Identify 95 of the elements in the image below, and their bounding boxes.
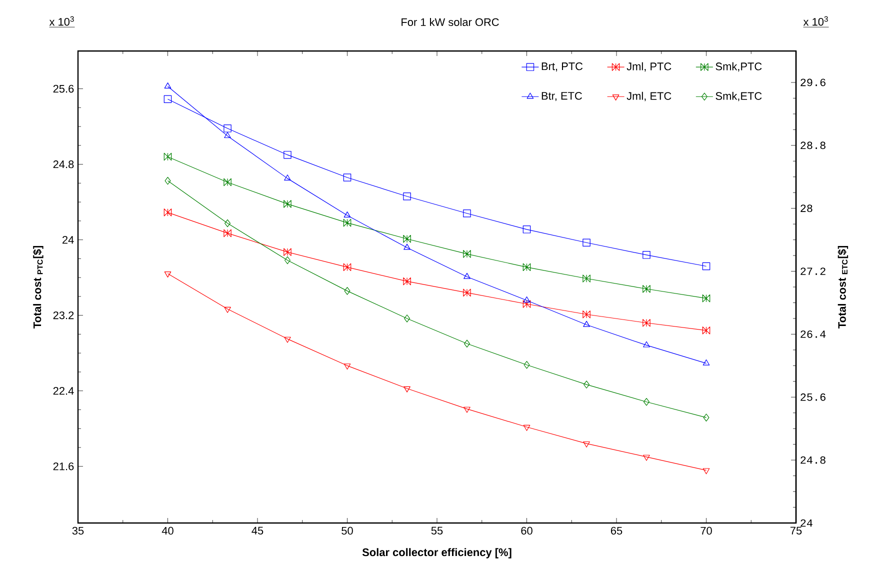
point (642, 251, 650, 259)
point (642, 285, 650, 293)
text: x 10$^{3}$ (803, 16, 828, 26)
legend-label: Smk,ETC (716, 92, 762, 102)
legend-label: Jml, PTC (626, 62, 672, 72)
point (404, 386, 410, 392)
point (702, 326, 710, 334)
y2-tick-label: 24 (800, 519, 812, 527)
legend-label: Jml, ETC (626, 92, 672, 102)
point (224, 124, 232, 132)
point (164, 176, 171, 185)
point (703, 414, 710, 422)
point (463, 250, 471, 258)
point (582, 310, 590, 318)
point (344, 364, 351, 370)
point (642, 318, 650, 327)
x-tick-label: 75 (790, 526, 802, 534)
point (582, 274, 590, 282)
point (643, 398, 650, 406)
y-tick-label: 23.2 (53, 311, 74, 320)
x-tick-label: 70 (700, 526, 712, 535)
point (284, 336, 291, 343)
text: x 10$^{3}$ (49, 16, 74, 26)
y-tick-label: 21.6 (53, 462, 74, 470)
point (702, 359, 710, 366)
y-tick-label: 24.8 (53, 160, 74, 168)
point (643, 341, 650, 348)
point (344, 287, 350, 295)
x-tick-label: 65 (610, 526, 622, 535)
point (344, 212, 351, 218)
x-tick-label: 60 (521, 526, 532, 535)
point (522, 226, 531, 234)
point (284, 174, 291, 181)
x-axis-title: Solar collector efficiency [%] (362, 548, 512, 558)
point (343, 174, 352, 182)
point (524, 360, 530, 369)
y2-tick-label: 24.8 (800, 456, 826, 464)
chart-title: For 1 kW solar ORC (402, 18, 499, 26)
point (583, 441, 590, 448)
x-tick-label: 40 (162, 526, 174, 535)
point (224, 132, 231, 138)
point (284, 150, 292, 159)
point (702, 294, 710, 302)
point (284, 248, 292, 256)
point (164, 272, 172, 278)
point (404, 314, 410, 322)
point (164, 82, 172, 88)
x-tick-label: 55 (431, 526, 443, 534)
y2-tick-label: 28.8 (800, 142, 826, 150)
legend-label: Brt, PTC (542, 62, 583, 72)
point (403, 234, 411, 243)
point (643, 454, 650, 461)
point (404, 244, 410, 250)
y2-tick-label: 26.4 (800, 330, 826, 338)
point (224, 306, 231, 313)
point (522, 263, 531, 272)
point (403, 277, 411, 286)
x-tick-label: 45 (252, 526, 264, 534)
legend-label: Btr, ETC (542, 92, 582, 102)
y2-tick-label: 27.2 (800, 268, 826, 275)
point (403, 192, 411, 200)
y-tick-label: 22.4 (53, 387, 74, 395)
point (702, 262, 710, 270)
point (463, 288, 471, 297)
point (463, 209, 471, 218)
point (523, 296, 530, 302)
point (582, 238, 590, 247)
point (464, 340, 470, 348)
point (464, 406, 470, 413)
y2-tick-label: 28 (800, 204, 812, 212)
point (284, 256, 290, 264)
point (164, 208, 172, 216)
point (224, 178, 232, 186)
y2-tick-label: 29.6 (800, 78, 826, 86)
point (522, 300, 531, 308)
point (343, 218, 352, 227)
y2-axis-title: Total cost $_{ETC}$[$] (838, 246, 848, 328)
x-tick-label: 50 (342, 526, 353, 535)
point (583, 320, 590, 327)
point (284, 200, 292, 208)
legend-label: Smk,PTC (716, 62, 762, 72)
point (464, 272, 470, 279)
point (523, 424, 530, 431)
point (702, 468, 710, 474)
x-tick-label: 35 (72, 526, 84, 535)
y-tick-label: 25.6 (53, 84, 74, 93)
point (164, 95, 172, 104)
point (584, 380, 590, 388)
point (224, 229, 232, 238)
y2-tick-label: 25.6 (800, 393, 826, 401)
y-tick-label: 24 (62, 236, 74, 244)
point (224, 219, 231, 228)
point (164, 152, 172, 161)
y-axis-title: Total cost $_{PTC}$[$] (32, 246, 44, 328)
point (343, 263, 352, 272)
